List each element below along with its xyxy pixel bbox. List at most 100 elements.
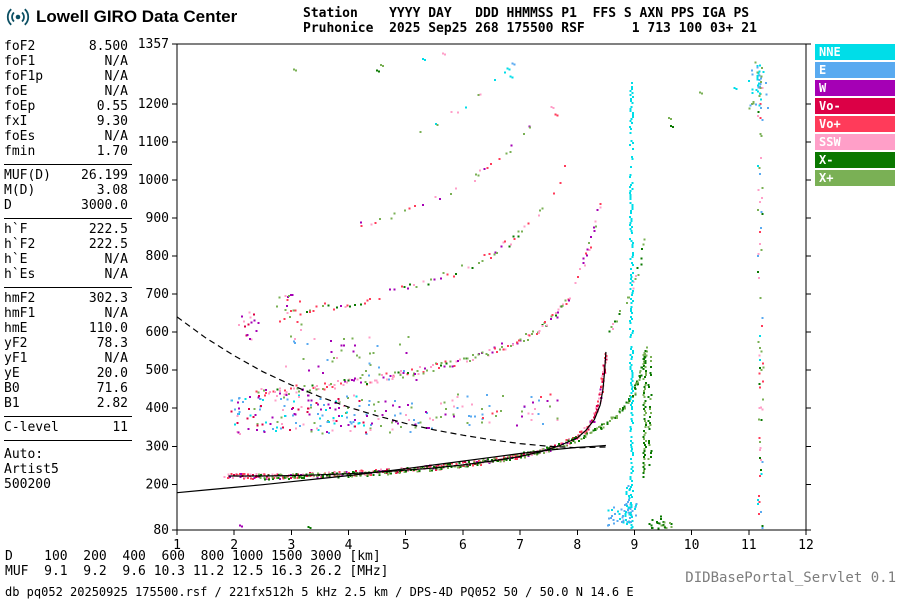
y-axis-tick-label: 1357 xyxy=(138,37,169,52)
param-row-hes: h`Es N/A xyxy=(4,267,132,282)
param-value: 110.0 xyxy=(88,321,128,336)
param-label: foEs xyxy=(4,129,36,144)
d-muf-table: D 100 200 400 600 800 1000 1500 3000 [km… xyxy=(5,549,389,579)
param-label: yE xyxy=(4,366,20,381)
x-axis-tick-label: 9 xyxy=(631,538,639,553)
param-value: N/A xyxy=(104,84,128,99)
param-label: h`E xyxy=(4,252,28,267)
y-axis-tick-label: 400 xyxy=(146,401,169,416)
y-axis-tick-label: 500 xyxy=(146,363,169,378)
y-axis-tick-label: 200 xyxy=(146,477,169,492)
y-axis-tick-label: 80 xyxy=(153,523,169,538)
parameter-panel: foF2 8.500 foF1 N/A foF1p N/A foE N/A foEp 0.55 fx… xyxy=(4,36,132,492)
y-axis-tick-label: 1000 xyxy=(138,173,169,188)
param-label: hmE xyxy=(4,321,28,336)
y-axis-tick-label: 900 xyxy=(146,211,169,226)
param-row-hf2: h`F2 222.5 xyxy=(4,237,132,252)
param-value: N/A xyxy=(104,252,128,267)
legend-item-vo-minus: Vo- xyxy=(815,98,895,114)
param-label: MUF(D) xyxy=(4,168,51,183)
legend-item-label: X- xyxy=(819,153,834,167)
param-row-fof1: foF1 N/A xyxy=(4,54,132,69)
muf-transmission-curve xyxy=(176,316,606,449)
param-value: 3000.0 xyxy=(81,198,128,213)
param-row-fxi: fxI 9.30 xyxy=(4,114,132,129)
param-value: 222.5 xyxy=(88,237,128,252)
param-label: fxI xyxy=(4,114,28,129)
param-label: B0 xyxy=(4,381,20,396)
param-value: 222.5 xyxy=(88,222,128,237)
echo-direction-legend: NNE E W Vo- Vo+ SSW X- X+ xyxy=(815,44,895,188)
legend-item-vo-plus: Vo+ xyxy=(815,116,895,132)
param-value: 78.3 xyxy=(96,336,128,351)
param-value: 302.3 xyxy=(88,291,128,306)
x-axis-tick-label: 2 xyxy=(230,538,238,553)
param-value: N/A xyxy=(104,54,128,69)
param-row-foep: foEp 0.55 xyxy=(4,99,132,114)
param-label: C-level xyxy=(4,420,59,435)
param-label: foEp xyxy=(4,99,36,114)
plot-axes: 1 2 3 4 5 6 7 8 9 10 11 121357120011001000900800700… xyxy=(138,37,814,553)
param-row-clevel: C-level 11 xyxy=(4,420,132,435)
param-row-foe: foE N/A xyxy=(4,84,132,99)
echo-dots xyxy=(223,52,769,530)
legend-item-label: Vo- xyxy=(819,99,841,113)
fitted-o-trace-curve xyxy=(228,351,607,477)
x-axis-tick-label: 3 xyxy=(287,538,295,553)
param-label: hmF1 xyxy=(4,306,36,321)
param-row-ye: yE 20.0 xyxy=(4,366,132,381)
legend-item-x-plus: X+ xyxy=(815,170,895,186)
param-value: 1.70 xyxy=(96,144,128,159)
param-value: N/A xyxy=(104,69,128,84)
param-row-b0: B0 71.6 xyxy=(4,381,132,396)
y-axis-tick-label: 300 xyxy=(146,439,169,454)
param-label: M(D) xyxy=(4,183,36,198)
auto-scaler-info: Auto: Artist5 500200 xyxy=(4,441,132,492)
station-header-line1: Station YYYY DAY DDD HHMMSS P1 FFS S AXN… xyxy=(303,6,750,21)
param-label: B1 xyxy=(4,396,20,411)
param-value: N/A xyxy=(104,129,128,144)
param-value: 0.55 xyxy=(96,99,128,114)
param-value: 2.82 xyxy=(96,396,128,411)
true-height-profile-curve xyxy=(176,444,606,494)
x-axis-tick-label: 10 xyxy=(684,538,700,553)
param-label: yF2 xyxy=(4,336,28,351)
param-row-hf: h`F 222.5 xyxy=(4,222,132,237)
legend-item-ssw: SSW xyxy=(815,134,895,150)
param-row-foes: foEs N/A xyxy=(4,129,132,144)
auto-info-line: 500200 xyxy=(4,477,51,492)
param-label: foF2 xyxy=(4,39,36,54)
param-label: h`F2 xyxy=(4,237,36,252)
legend-item-label: SSW xyxy=(819,135,841,149)
legend-item-w: W xyxy=(815,80,895,96)
param-row-hmf2: hmF2 302.3 xyxy=(4,291,132,306)
x-axis-tick-label: 8 xyxy=(573,538,581,553)
auto-info-line: Auto: xyxy=(4,447,44,462)
x-axis-tick-label: 6 xyxy=(459,538,467,553)
y-axis-tick-label: 800 xyxy=(146,249,169,264)
param-group: C-level 11 xyxy=(4,417,132,441)
giro-logo-icon xyxy=(6,8,30,26)
legend-item-label: Vo+ xyxy=(819,117,841,131)
legend-item-nne: NNE xyxy=(815,44,895,60)
param-label: foE xyxy=(4,84,28,99)
param-row-fof2: foF2 8.500 xyxy=(4,39,132,54)
param-row-b1: B1 2.82 xyxy=(4,396,132,411)
giro-logo-text: Lowell GIRO Data Center xyxy=(36,7,238,26)
param-row-yf1: yF1 N/A xyxy=(4,351,132,366)
param-value: 9.30 xyxy=(96,114,128,129)
param-label: foF1p xyxy=(4,69,44,84)
plot-frame xyxy=(176,43,807,531)
y-axis-tick-label: 700 xyxy=(146,287,169,302)
legend-item-x-minus: X- xyxy=(815,152,895,168)
x-axis-tick-label: 1 xyxy=(173,538,181,553)
param-group: MUF(D) 26.199 M(D) 3.08 D 3000.0 xyxy=(4,165,132,219)
d-row: D 100 200 400 600 800 1000 1500 3000 [km… xyxy=(5,549,381,564)
overlay-curves xyxy=(176,316,607,494)
param-row-hme: hmE 110.0 xyxy=(4,321,132,336)
legend-item-e: E xyxy=(815,62,895,78)
param-row-md: M(D) 3.08 xyxy=(4,183,132,198)
x-axis-tick-label: 7 xyxy=(516,538,524,553)
y-axis-tick-label: 600 xyxy=(146,325,169,340)
